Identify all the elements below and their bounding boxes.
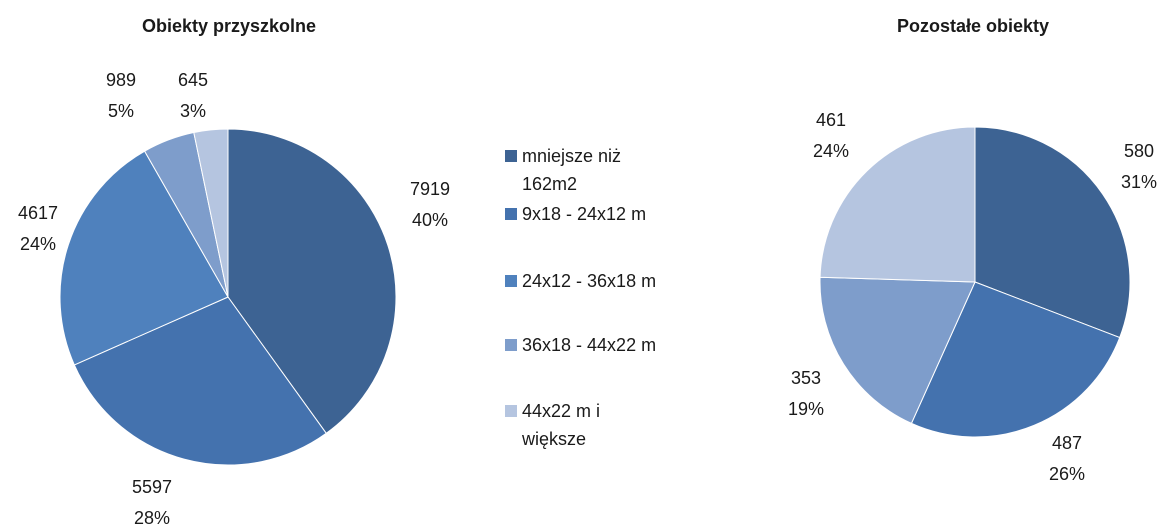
- data-label-value-left-2: 5597: [132, 477, 172, 497]
- data-label-value-right-3: 353: [791, 368, 821, 388]
- legend-label: mniejsze niż: [522, 146, 622, 166]
- data-label-percent-right-1: 31%: [1121, 172, 1157, 192]
- data-label-percent-right-3: 19%: [788, 399, 824, 419]
- pie-slice-left-2: [73, 296, 327, 466]
- pie-slice-right-1: [974, 126, 1131, 339]
- data-label-percent-left-2: 28%: [134, 508, 170, 528]
- data-label-percent-left-1: 40%: [412, 210, 448, 230]
- data-label-value-right-1: 580: [1124, 141, 1154, 161]
- legend-label: 24x12 - 36x18 m: [522, 271, 657, 291]
- data-label-percent-left-5: 3%: [180, 101, 206, 121]
- data-label-percent-right-2: 26%: [1049, 464, 1085, 484]
- legend-swatch: [505, 339, 517, 351]
- legend-item: 44x22 m i większe: [505, 397, 735, 453]
- pie-slice-left-1: [227, 128, 397, 434]
- pie-chart-right: 580 31% 487 26% 353 19% 461 24%: [788, 110, 1157, 484]
- pie-chart-left: 7919 40% 5597 28% 4617 24% 989 5% 645 3%: [18, 70, 450, 528]
- data-label-value-left-5: 645: [178, 70, 208, 90]
- legend-label: 44x22 m i: [522, 401, 601, 421]
- legend-swatch: [505, 150, 517, 162]
- pie-slice-left-3: [59, 150, 229, 366]
- pie-slice-right-2: [910, 281, 1121, 438]
- pie-slice-left-5: [193, 128, 229, 298]
- data-label-percent-left-4: 5%: [108, 101, 134, 121]
- data-label-value-left-1: 7919: [410, 179, 450, 199]
- legend-item: mniejsze niż 162m2: [505, 142, 735, 198]
- data-label-value-left-3: 4617: [18, 203, 58, 223]
- data-label-percent-left-3: 24%: [20, 234, 56, 254]
- legend-swatch: [505, 208, 517, 220]
- legend-label: 9x18 - 24x12 m: [522, 204, 647, 224]
- data-label-percent-right-4: 24%: [813, 141, 849, 161]
- legend-swatch: [505, 405, 517, 417]
- legend-label: 162m2: [522, 174, 578, 194]
- legend-swatch: [505, 275, 517, 287]
- chart-title-left: Obiekty przyszkolne: [141, 16, 317, 36]
- data-label-value-right-2: 487: [1052, 433, 1082, 453]
- data-label-value-right-4: 461: [816, 110, 846, 130]
- legend-label: większe: [522, 429, 587, 449]
- legend-label: 36x18 - 44x22 m: [522, 335, 657, 355]
- legend-item: 36x18 - 44x22 m: [505, 331, 735, 359]
- pie-slice-right-4: [819, 126, 976, 283]
- chart-title-right: Pozostałe obiekty: [896, 16, 1050, 36]
- pie-slice-right-3: [819, 276, 976, 425]
- legend-item: 9x18 - 24x12 m: [505, 200, 735, 228]
- legend-item: 24x12 - 36x18 m: [505, 267, 735, 295]
- data-label-value-left-4: 989: [106, 70, 136, 90]
